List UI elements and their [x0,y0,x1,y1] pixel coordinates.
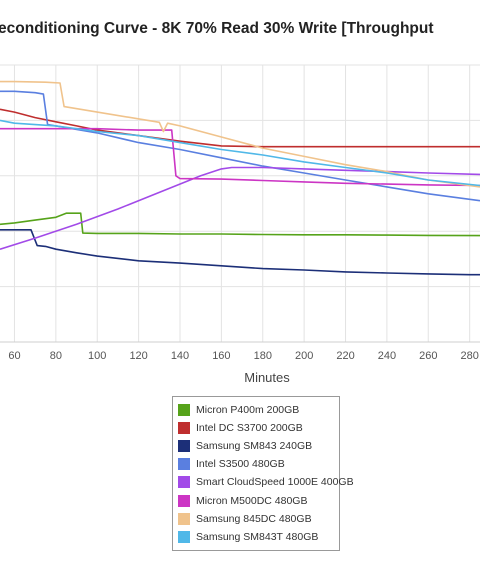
x-tick-label: 60 [8,350,20,362]
series-line-5 [0,127,480,187]
legend-item[interactable]: Samsung SM843 240GB [173,437,339,455]
legend-item[interactable]: Samsung 845DC 480GB [173,510,339,528]
line-chart: 60 80 100 120 140 160 180 200 220 240 260 280 Minut… [0,64,480,385]
legend-swatch [178,440,190,453]
legend-label: Samsung SM843 240GB [196,440,313,453]
legend-item[interactable]: Micron P400m 200GB [173,401,339,419]
legend-label: Intel S3500 480GB [196,458,285,471]
x-tick-label: 220 [336,350,354,362]
legend-swatch [178,476,190,489]
legend-item[interactable]: Samsung SM843T 480GB [173,528,339,546]
x-tick-label: 100 [88,350,106,362]
legend-swatch [178,530,190,543]
legend-swatch [178,494,190,507]
x-axis-ticks: 60 80 100 120 140 160 180 200 220 240 260 280 [8,350,478,362]
legend-label: Micron M500DC 480GB [196,494,308,507]
legend-swatch [178,422,190,435]
series-line-6 [0,80,480,188]
x-tick-label: 80 [50,350,62,362]
legend-swatch [178,404,190,417]
series-line-0 [0,212,480,237]
chart-title: reconditioning Curve - 8K 70% Read 30% W… [0,20,434,37]
legend-item[interactable]: Micron M500DC 480GB [173,491,339,509]
legend: Micron P400m 200GB Intel DC S3700 200GB Sa… [172,396,354,551]
series-line-7 [0,119,480,187]
series-line-2 [0,229,480,276]
x-tick-label: 280 [460,350,478,362]
x-tick-label: 240 [378,350,396,362]
x-tick-label: 200 [295,350,313,362]
x-tick-label: 180 [254,350,272,362]
x-tick-label: 140 [171,350,189,362]
legend-label: Samsung 845DC 480GB [196,512,312,525]
x-tick-label: 120 [129,350,147,362]
grid [0,64,480,343]
legend-item[interactable]: Intel S3500 480GB [173,455,339,473]
legend-item[interactable]: Smart CloudSpeed 1000E 400GB [173,473,354,491]
x-axis-title: Minutes [244,370,290,385]
legend-label: Samsung SM843T 480GB [196,530,319,543]
x-tick-label: 160 [212,350,230,362]
x-tick-label: 260 [419,350,437,362]
legend-swatch [178,458,190,471]
legend-label: Intel DC S3700 200GB [196,422,303,435]
legend-label: Micron P400m 200GB [196,404,300,417]
legend-item[interactable]: Intel DC S3700 200GB [173,419,339,437]
series-lines [0,80,480,276]
series-line-1 [0,108,480,148]
legend-label: Smart CloudSpeed 1000E 400GB [196,476,354,489]
legend-swatch [178,512,190,525]
